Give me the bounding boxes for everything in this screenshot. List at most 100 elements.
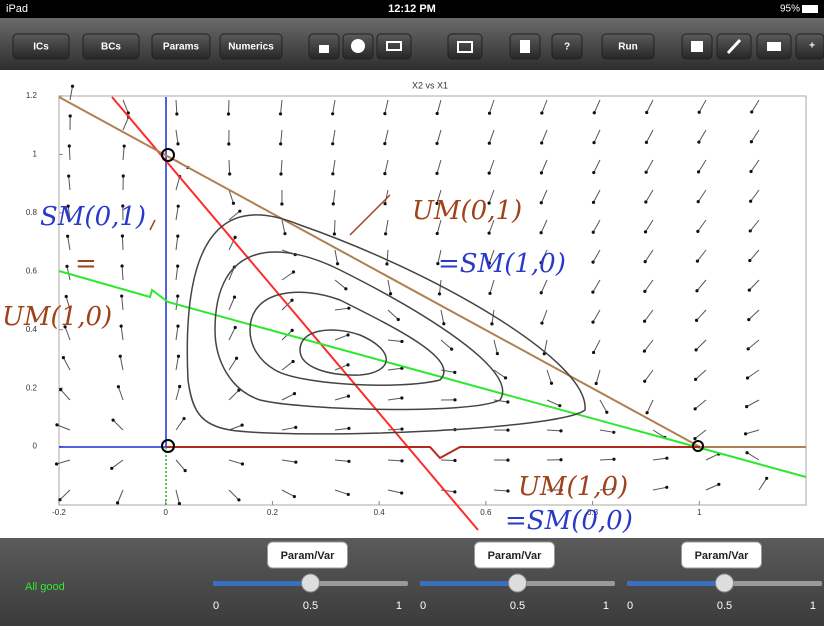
field-arrow (176, 266, 178, 280)
bcs-label[interactable]: BCs (101, 42, 121, 53)
field-arrow (388, 398, 402, 400)
field-arrow (441, 340, 452, 349)
x-tick-label: 0 (163, 508, 168, 517)
field-head (177, 205, 180, 208)
field-arrow (748, 340, 759, 349)
params-label[interactable]: Params (163, 42, 200, 53)
slider-thumb[interactable] (509, 574, 527, 592)
field-arrow (176, 296, 178, 310)
field-arrow (388, 368, 402, 370)
field-head (506, 429, 509, 432)
field-head (346, 333, 349, 336)
field-arrow (542, 130, 547, 143)
field-head (488, 232, 491, 235)
field-head (347, 395, 350, 398)
slider-thumb[interactable] (302, 574, 320, 592)
x-tick-label: -0.2 (52, 508, 66, 517)
field-arrow (697, 310, 706, 320)
field-arrow (229, 358, 237, 370)
field-arrow (335, 280, 346, 289)
field-head (747, 347, 750, 350)
slider-thumb[interactable] (716, 574, 734, 592)
field-head (279, 172, 282, 175)
field-head (177, 355, 180, 358)
field-head (347, 307, 350, 310)
x-tick-label: 0.6 (480, 508, 492, 517)
add-label[interactable]: + (809, 41, 815, 52)
field-head (591, 321, 594, 324)
field-head (645, 111, 648, 114)
field-arrow (385, 130, 388, 144)
x-tick-label: 0.2 (267, 508, 279, 517)
field-arrow (594, 190, 600, 202)
annotation-arrow (150, 195, 390, 235)
param-var-label[interactable]: Param/Var (281, 550, 336, 562)
param-var-label[interactable]: Param/Var (695, 550, 750, 562)
field-arrow (385, 100, 388, 114)
field-head (58, 498, 61, 501)
field-head (748, 259, 751, 262)
field-arrow (647, 100, 653, 113)
field-head (558, 404, 561, 407)
field-head (178, 385, 181, 388)
field-arrow (176, 326, 178, 340)
field-arrow (699, 130, 706, 142)
display-button[interactable] (377, 34, 411, 59)
field-head (438, 292, 441, 295)
field-head (400, 396, 403, 399)
field-arrow (541, 160, 547, 173)
field-head (605, 411, 608, 414)
field-arrow (123, 146, 124, 160)
param-var-label[interactable]: Param/Var (488, 550, 543, 562)
field-arrow (69, 146, 70, 160)
field-arrow (647, 400, 653, 413)
field-head (400, 340, 403, 343)
field-head (696, 230, 699, 233)
field-arrow (594, 160, 600, 173)
share-button[interactable] (448, 34, 482, 59)
field-head (745, 405, 748, 408)
field-arrow (118, 490, 123, 503)
field-arrow (751, 190, 759, 201)
field-head (176, 295, 179, 298)
field-head (453, 459, 456, 462)
field-head (178, 502, 181, 505)
field-arrow (645, 310, 653, 321)
field-arrow (593, 310, 600, 322)
ics-label[interactable]: ICs (33, 42, 49, 53)
field-head (400, 459, 403, 462)
field-head (693, 437, 696, 440)
field-head (228, 172, 231, 175)
field-head (117, 385, 120, 388)
field-arrow (646, 190, 653, 202)
numerics-label[interactable]: Numerics (228, 42, 274, 53)
field-arrow (697, 280, 706, 291)
field-head (453, 490, 456, 493)
field-head (122, 174, 125, 177)
run-label[interactable]: Run (618, 42, 637, 53)
field-arrow (699, 100, 706, 112)
field-arrow (122, 296, 123, 310)
field-arrow (121, 326, 123, 340)
field-head (332, 202, 335, 205)
field-arrow (594, 100, 600, 113)
field-head (241, 423, 244, 426)
field-arrow (593, 250, 600, 262)
field-arrow (697, 250, 706, 261)
field-head (347, 493, 350, 496)
annotation: UM(1,0) (2, 302, 112, 332)
vector-field (55, 85, 768, 506)
field-arrow (746, 430, 759, 434)
field-arrow (176, 460, 185, 471)
field-arrow (112, 460, 123, 468)
device-name: iPad (6, 3, 28, 15)
field-arrow (176, 236, 178, 250)
y-tick-label: 1 (33, 150, 38, 159)
field-head (717, 483, 720, 486)
field-head (336, 262, 339, 265)
field-head (400, 427, 403, 430)
red-orbit (166, 447, 700, 458)
help-label[interactable]: ? (564, 42, 570, 53)
red-nullcline (112, 97, 478, 530)
field-head (593, 111, 596, 114)
